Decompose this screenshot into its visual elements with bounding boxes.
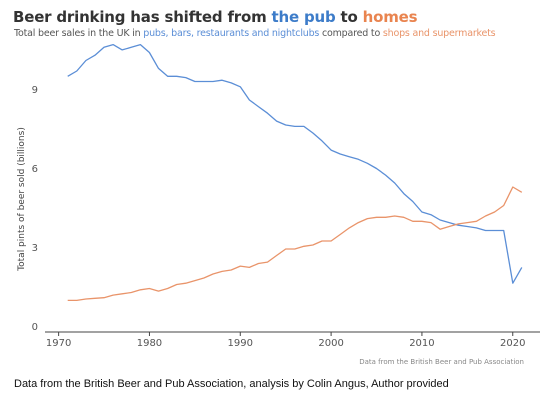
y-axis-label: Total pints of beer sold (billions) (17, 127, 27, 272)
chart-axes: 1970 1980 1990 2000 2010 2020 0 3 6 9 Total pints … (17, 85, 540, 349)
source-note: Data from the British Beer and Pub Assoc… (359, 358, 524, 366)
x-tick-label: 2010 (409, 338, 434, 349)
subtitle-highlight-home: shops and supermarkets (382, 28, 496, 39)
x-tick-label: 1980 (137, 338, 162, 349)
x-tick-label: 1990 (228, 338, 253, 349)
x-tick-label: 1970 (46, 338, 71, 349)
subtitle-prefix: Total beer sales in the UK in (14, 28, 144, 39)
y-tick-label: 0 (32, 322, 38, 333)
title-highlight-homes: homes (362, 8, 418, 26)
chart-subtitle: Total beer sales in the UK in pubs, bars… (14, 28, 496, 39)
y-tick-label: 6 (32, 164, 38, 175)
title-highlight-pub: the pub (271, 8, 336, 26)
title-prefix: Beer drinking has shifted from (13, 8, 272, 26)
x-tick-label: 2020 (500, 338, 525, 349)
x-tick-label: 2000 (318, 338, 343, 349)
title-mid: to (335, 8, 363, 26)
series-line-pub (67, 43, 523, 284)
figure-caption: Data from the British Beer and Pub Assoc… (14, 378, 449, 390)
y-tick-label: 9 (32, 85, 38, 96)
chart-title: Beer drinking has shifted from the pub t… (13, 8, 418, 26)
y-tick-label: 3 (32, 243, 38, 254)
subtitle-mid: compared to (319, 28, 383, 39)
chart-lines (67, 43, 523, 302)
subtitle-highlight-pub: pubs, bars, restaurants and nightclubs (143, 28, 320, 39)
series-line-home (67, 186, 523, 302)
